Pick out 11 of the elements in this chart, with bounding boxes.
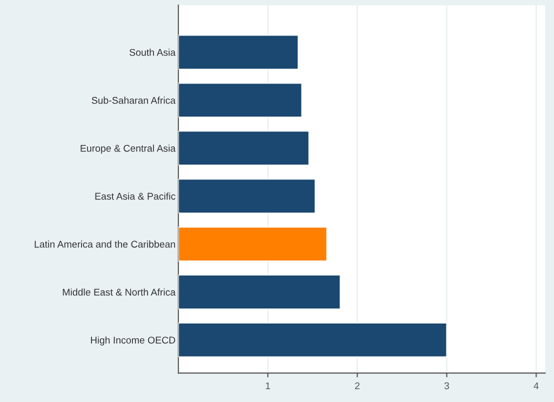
x-tick-label: 4 xyxy=(534,382,539,390)
y-tick-label: Middle East & North Africa xyxy=(62,288,176,296)
y-tick-label: Sub-Saharan Africa xyxy=(92,96,176,104)
y-tick-label: Latin America and the Caribbean xyxy=(34,240,175,248)
x-tick-label: 3 xyxy=(444,382,450,390)
y-tick-label: East Asia & Pacific xyxy=(95,192,176,200)
x-tick-label: 2 xyxy=(355,382,360,390)
y-tick-label: South Asia xyxy=(130,48,176,56)
x-tick-label: 1 xyxy=(266,382,270,390)
y-tick-label: Europe & Central Asia xyxy=(80,144,176,154)
y-tick-label: High Income OECD xyxy=(91,336,176,346)
